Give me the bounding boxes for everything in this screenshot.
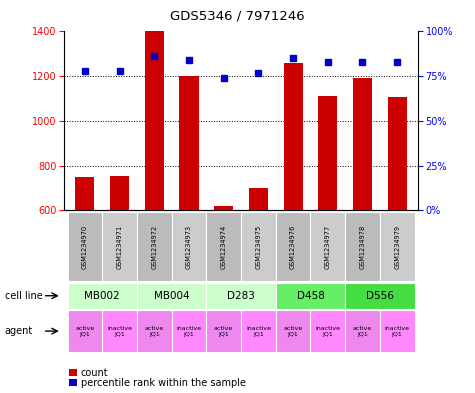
Bar <box>180 76 199 344</box>
Text: count: count <box>81 368 108 378</box>
Bar <box>276 310 311 352</box>
Bar <box>76 177 95 344</box>
Text: inactive
JQ1: inactive JQ1 <box>177 326 201 336</box>
Bar <box>69 379 77 386</box>
Text: inactive
JQ1: inactive JQ1 <box>107 326 132 336</box>
Bar <box>67 283 137 309</box>
Bar <box>380 212 415 281</box>
Text: GSM1234970: GSM1234970 <box>82 224 88 269</box>
Text: MB004: MB004 <box>154 291 190 301</box>
Bar <box>214 206 233 344</box>
Text: D283: D283 <box>227 291 255 301</box>
Bar <box>102 310 137 352</box>
Text: active
JQ1: active JQ1 <box>76 326 95 336</box>
Bar <box>276 212 311 281</box>
Text: cell line: cell line <box>5 291 42 301</box>
Bar <box>137 283 206 309</box>
Bar <box>388 97 407 344</box>
Text: D458: D458 <box>296 291 324 301</box>
Bar <box>206 283 276 309</box>
Text: agent: agent <box>5 326 33 336</box>
Bar <box>206 310 241 352</box>
Bar <box>345 283 415 309</box>
Bar <box>206 212 241 281</box>
Text: GSM1234973: GSM1234973 <box>186 224 192 269</box>
Bar <box>67 310 102 352</box>
Bar <box>67 212 102 281</box>
Bar <box>311 212 345 281</box>
Bar <box>249 188 268 344</box>
Text: GSM1234976: GSM1234976 <box>290 224 296 269</box>
Text: active
JQ1: active JQ1 <box>145 326 164 336</box>
Text: active
JQ1: active JQ1 <box>284 326 303 336</box>
Bar <box>171 212 206 281</box>
Bar <box>276 283 345 309</box>
Text: GSM1234979: GSM1234979 <box>394 224 400 269</box>
Bar <box>137 212 171 281</box>
Bar <box>241 310 276 352</box>
Text: GSM1234972: GSM1234972 <box>152 224 157 269</box>
Text: GDS5346 / 7971246: GDS5346 / 7971246 <box>170 10 305 23</box>
Text: GSM1234978: GSM1234978 <box>360 224 365 269</box>
Bar <box>171 310 206 352</box>
Bar <box>345 310 380 352</box>
Bar <box>353 78 372 344</box>
Bar <box>145 31 164 344</box>
Text: active
JQ1: active JQ1 <box>214 326 233 336</box>
Bar <box>318 96 337 344</box>
Bar <box>380 310 415 352</box>
Text: GSM1234975: GSM1234975 <box>256 224 261 269</box>
Text: GSM1234974: GSM1234974 <box>221 224 227 269</box>
Text: inactive
JQ1: inactive JQ1 <box>246 326 271 336</box>
Bar <box>102 212 137 281</box>
Text: active
JQ1: active JQ1 <box>353 326 372 336</box>
Text: inactive
JQ1: inactive JQ1 <box>385 326 409 336</box>
Text: GSM1234977: GSM1234977 <box>325 224 331 269</box>
Bar <box>284 63 303 344</box>
Bar <box>241 212 276 281</box>
Text: inactive
JQ1: inactive JQ1 <box>315 326 340 336</box>
Bar <box>69 369 77 376</box>
Text: MB002: MB002 <box>85 291 120 301</box>
Bar <box>137 310 171 352</box>
Bar <box>311 310 345 352</box>
Text: percentile rank within the sample: percentile rank within the sample <box>81 378 246 388</box>
Bar <box>345 212 380 281</box>
Text: GSM1234971: GSM1234971 <box>117 224 123 269</box>
Text: D556: D556 <box>366 291 394 301</box>
Bar <box>110 176 129 344</box>
